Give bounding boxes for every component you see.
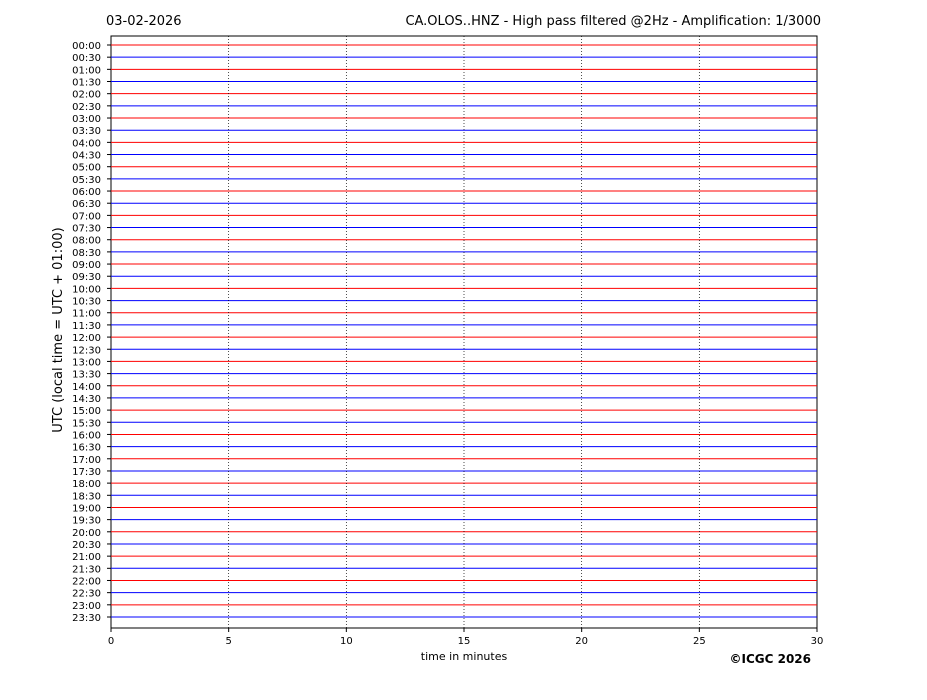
chart-title: CA.OLOS..HNZ - High pass filtered @2Hz -… <box>405 14 821 29</box>
y-tick-label: 13:00 <box>72 357 101 368</box>
copyright: ©ICGC 2026 <box>729 652 811 666</box>
y-tick-label: 19:30 <box>72 516 101 527</box>
x-tick-label: 15 <box>458 636 471 647</box>
y-tick-label: 20:00 <box>72 528 101 539</box>
y-tick-label: 10:00 <box>72 284 101 295</box>
y-tick-label: 03:30 <box>72 126 101 137</box>
y-tick-label: 21:30 <box>72 564 101 575</box>
plot-frame <box>110 35 818 629</box>
y-tick-label: 14:30 <box>72 394 101 405</box>
y-tick-label: 23:30 <box>72 613 101 624</box>
y-tick-label: 14:00 <box>72 382 101 393</box>
y-tick-label: 20:30 <box>72 540 101 551</box>
y-tick-label: 21:00 <box>72 552 101 563</box>
y-tick-label: 04:30 <box>72 151 101 162</box>
y-tick-label: 07:00 <box>72 211 101 222</box>
x-tick-label: 10 <box>340 636 353 647</box>
x-tick-label: 20 <box>575 636 588 647</box>
y-tick-label: 09:00 <box>72 260 101 271</box>
x-axis-label: time in minutes <box>421 650 508 663</box>
y-tick-label: 08:30 <box>72 248 101 259</box>
y-tick-label: 10:30 <box>72 297 101 308</box>
y-tick-label: 19:00 <box>72 503 101 514</box>
y-tick-label: 06:00 <box>72 187 101 198</box>
y-tick-label: 22:00 <box>72 576 101 587</box>
y-tick-label: 15:30 <box>72 418 101 429</box>
x-tick-label: 5 <box>225 636 231 647</box>
y-tick-label: 06:30 <box>72 199 101 210</box>
y-tick-label: 07:30 <box>72 224 101 235</box>
y-axis-label: UTC (local time = UTC + 01:00) <box>51 227 66 432</box>
y-tick-label: 15:00 <box>72 406 101 417</box>
y-tick-label: 13:30 <box>72 370 101 381</box>
y-tick-label: 22:30 <box>72 589 101 600</box>
y-tick-label: 09:30 <box>72 272 101 283</box>
y-tick-label: 23:00 <box>72 601 101 612</box>
y-tick-label: 17:00 <box>72 455 101 466</box>
y-tick-label: 16:00 <box>72 430 101 441</box>
y-tick-label: 01:30 <box>72 78 101 89</box>
y-tick-label: 08:00 <box>72 236 101 247</box>
y-tick-label: 18:00 <box>72 479 101 490</box>
x-tick-label: 0 <box>108 636 114 647</box>
date: 03-02-2026 <box>106 14 182 29</box>
y-tick-label: 02:30 <box>72 102 101 113</box>
y-tick-label: 02:00 <box>72 90 101 101</box>
y-tick-label: 05:00 <box>72 163 101 174</box>
y-tick-label: 01:00 <box>72 65 101 76</box>
y-tick-label: 05:30 <box>72 175 101 186</box>
x-tick-label: 25 <box>693 636 706 647</box>
y-tick-label: 17:30 <box>72 467 101 478</box>
y-tick-label: 00:00 <box>72 41 101 52</box>
y-tick-label: 16:30 <box>72 443 101 454</box>
y-tick-label: 00:30 <box>72 53 101 64</box>
y-tick-label: 11:00 <box>72 309 101 320</box>
y-tick-label: 03:00 <box>72 114 101 125</box>
y-tick-label: 11:30 <box>72 321 101 332</box>
y-tick-label: 12:00 <box>72 333 101 344</box>
y-tick-label: 12:30 <box>72 345 101 356</box>
y-tick-label: 04:00 <box>72 138 101 149</box>
y-tick-label: 18:30 <box>72 491 101 502</box>
x-tick-label: 30 <box>811 636 824 647</box>
